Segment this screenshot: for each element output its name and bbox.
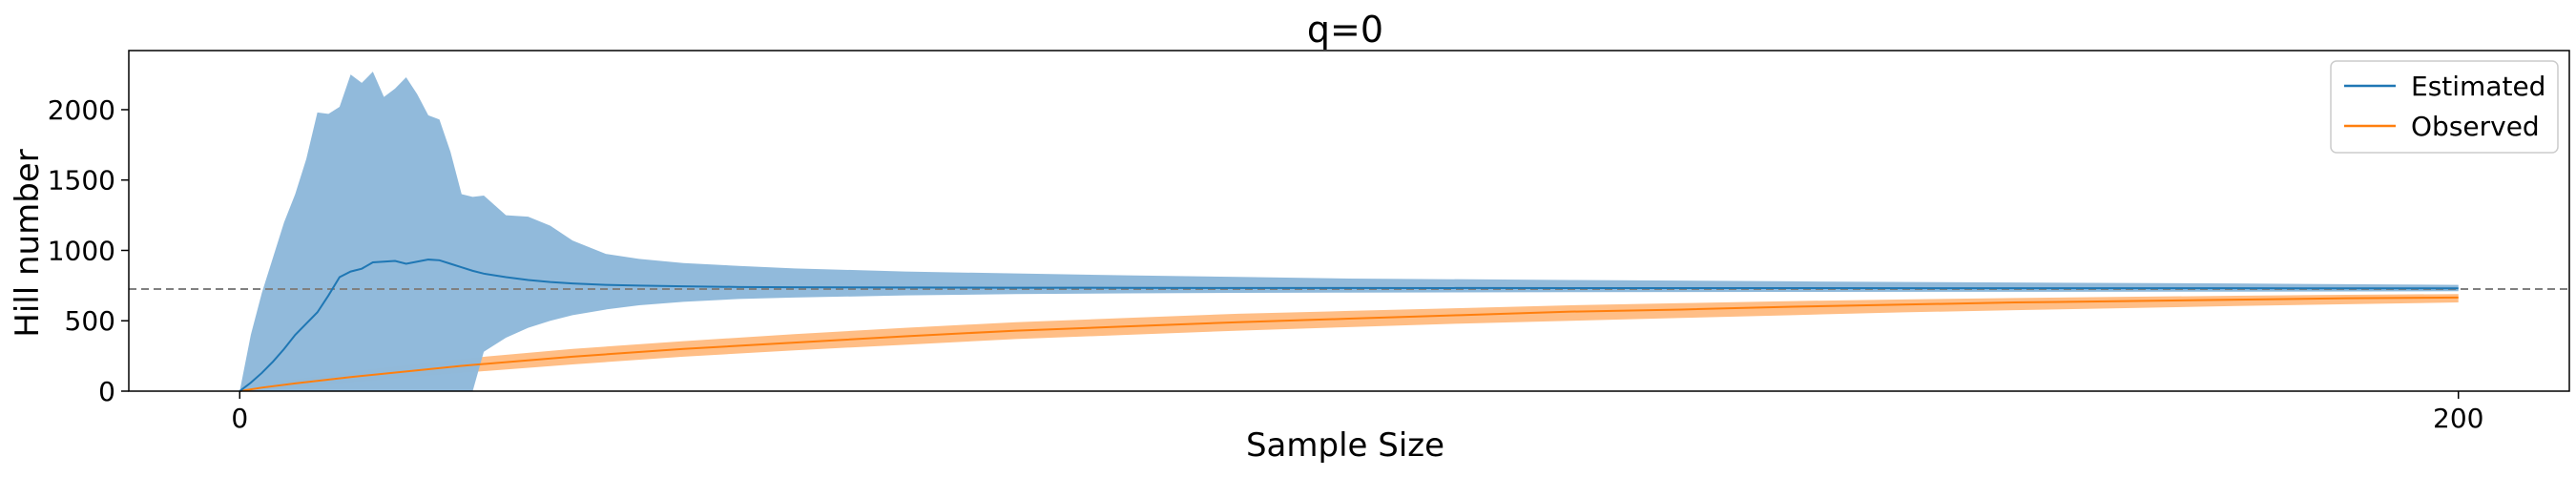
- series-lines: [239, 259, 2459, 392]
- plot-frame: [128, 50, 2570, 392]
- y-axis: 0 500 1000 1500 2000: [48, 94, 129, 407]
- estimated-legend-label: Estimated: [2411, 71, 2545, 102]
- x-axis-label: Sample Size: [1246, 426, 1444, 465]
- legend: Estimated Observed: [2330, 60, 2559, 154]
- y-tick-label: 1000: [48, 235, 115, 266]
- y-tick-label: 1500: [48, 165, 115, 197]
- x-axis: 0 200: [231, 391, 2483, 434]
- x-tick-label: 0: [231, 403, 248, 434]
- legend-box: [2330, 60, 2559, 154]
- y-tick-label: 2000: [48, 94, 115, 126]
- y-axis-label: Hill number: [9, 149, 47, 337]
- x-tick-label: 200: [2433, 403, 2483, 434]
- chart-title: q=0: [1307, 9, 1383, 51]
- observed-confidence-band: [239, 294, 2459, 391]
- y-tick-label: 0: [98, 376, 115, 407]
- y-tick-label: 500: [65, 305, 115, 337]
- plot-area: [129, 72, 2569, 392]
- observed-line: [239, 296, 2459, 392]
- observed-legend-label: Observed: [2411, 111, 2540, 142]
- estimated-line: [239, 259, 2459, 392]
- estimated-confidence-band: [239, 72, 2459, 391]
- confidence-bands: [239, 72, 2459, 391]
